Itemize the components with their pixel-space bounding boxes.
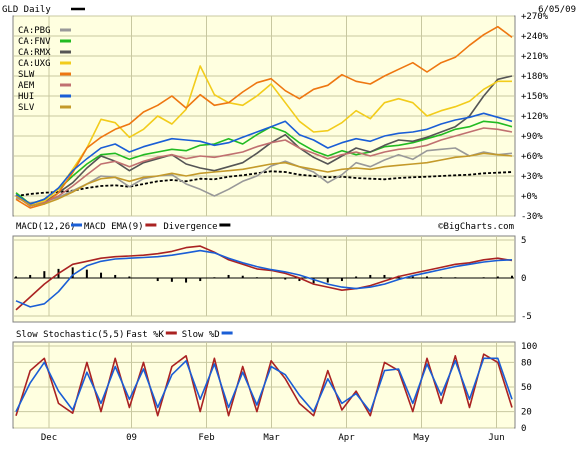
y-tick-label: +270% xyxy=(521,12,549,22)
legend-label-slv: SLV xyxy=(18,103,35,113)
y-tick-label: +60% xyxy=(521,152,543,162)
y-tick-label: -5 xyxy=(521,312,532,322)
legend-label-ca-fnv: CA:FNV xyxy=(18,37,51,47)
series-line-aem xyxy=(15,127,513,207)
legend-label-divergence: Divergence xyxy=(163,222,217,232)
chart-date: 6/05/09 xyxy=(538,5,576,15)
legend-label-ca-uxg: CA:UXG xyxy=(18,59,51,69)
legend-label-ca-pbg: CA:PBG xyxy=(18,26,51,36)
x-tick-label-may: May xyxy=(413,433,430,443)
series-line-gld-daily xyxy=(15,170,513,197)
macd-panel xyxy=(12,235,516,323)
y-tick-label: +90% xyxy=(521,132,543,142)
series-line-ca-uxg xyxy=(15,65,512,205)
price-header: GLD Daily 6/05/09 xyxy=(2,5,576,15)
x-tick-label-apr: Apr xyxy=(338,433,355,443)
y-tick-label: +120% xyxy=(521,112,549,122)
legend-label-hui: HUI xyxy=(18,92,34,102)
series-line-hui xyxy=(15,112,513,205)
y-tick-label: 0 xyxy=(521,274,526,284)
y-tick-label: 20 xyxy=(521,408,532,418)
legend-label-aem: AEM xyxy=(18,81,35,91)
y-tick-label: +180% xyxy=(521,72,549,82)
series-line-slv xyxy=(15,152,513,207)
series-line-slow-d xyxy=(15,357,513,413)
macd-legend: MACD(12,26) ©BigCharts.com MACD EMA(9) Di… xyxy=(16,222,514,232)
series-line-ca-pbg xyxy=(15,147,513,204)
stochastic-legend: Slow Stochastic(5,5) Fast %K Slow %D xyxy=(16,330,233,340)
y-tick-label: 50 xyxy=(521,383,532,393)
y-tick-label: +210% xyxy=(521,52,549,62)
y-tick-label: 0 xyxy=(521,424,526,434)
y-tick-label: 5 xyxy=(521,236,526,246)
x-tick-label-mar: Mar xyxy=(263,433,280,443)
macd-title: MACD(12,26) xyxy=(16,222,76,232)
y-tick-label: +150% xyxy=(521,92,549,102)
y-tick-label: +0% xyxy=(521,192,538,202)
series-line-macd xyxy=(15,249,513,308)
legend-label-slw: SLW xyxy=(18,70,35,80)
y-tick-label: -30% xyxy=(521,212,543,222)
y-tick-label: 100 xyxy=(521,342,537,352)
series-line-ca-rmx xyxy=(15,75,513,207)
legend-label-ca-rmx: CA:RMX xyxy=(18,48,51,58)
legend-label-macd-ema-9: MACD EMA(9) xyxy=(84,222,144,232)
legend-label-slow-d: Slow %D xyxy=(182,330,220,340)
x-tick-label-feb: Feb xyxy=(198,433,214,443)
y-tick-label: +30% xyxy=(521,172,543,182)
chart-title: GLD Daily xyxy=(2,5,51,15)
y-tick-label: +240% xyxy=(521,32,549,42)
series-line-macd-ema-9 xyxy=(15,245,513,311)
series-line-slw xyxy=(15,25,513,209)
series-line-ca-fnv xyxy=(15,120,513,205)
credit-text: ©BigCharts.com xyxy=(438,222,514,232)
y-tick-label: 80 xyxy=(521,358,532,368)
x-tick-label-09: 09 xyxy=(126,433,137,443)
legend-label-fast-k: Fast %K xyxy=(126,330,165,340)
x-tick-label-dec: Dec xyxy=(41,433,57,443)
x-tick-label-jun: Jun xyxy=(488,433,504,443)
stochastic-title: Slow Stochastic(5,5) xyxy=(16,330,124,340)
